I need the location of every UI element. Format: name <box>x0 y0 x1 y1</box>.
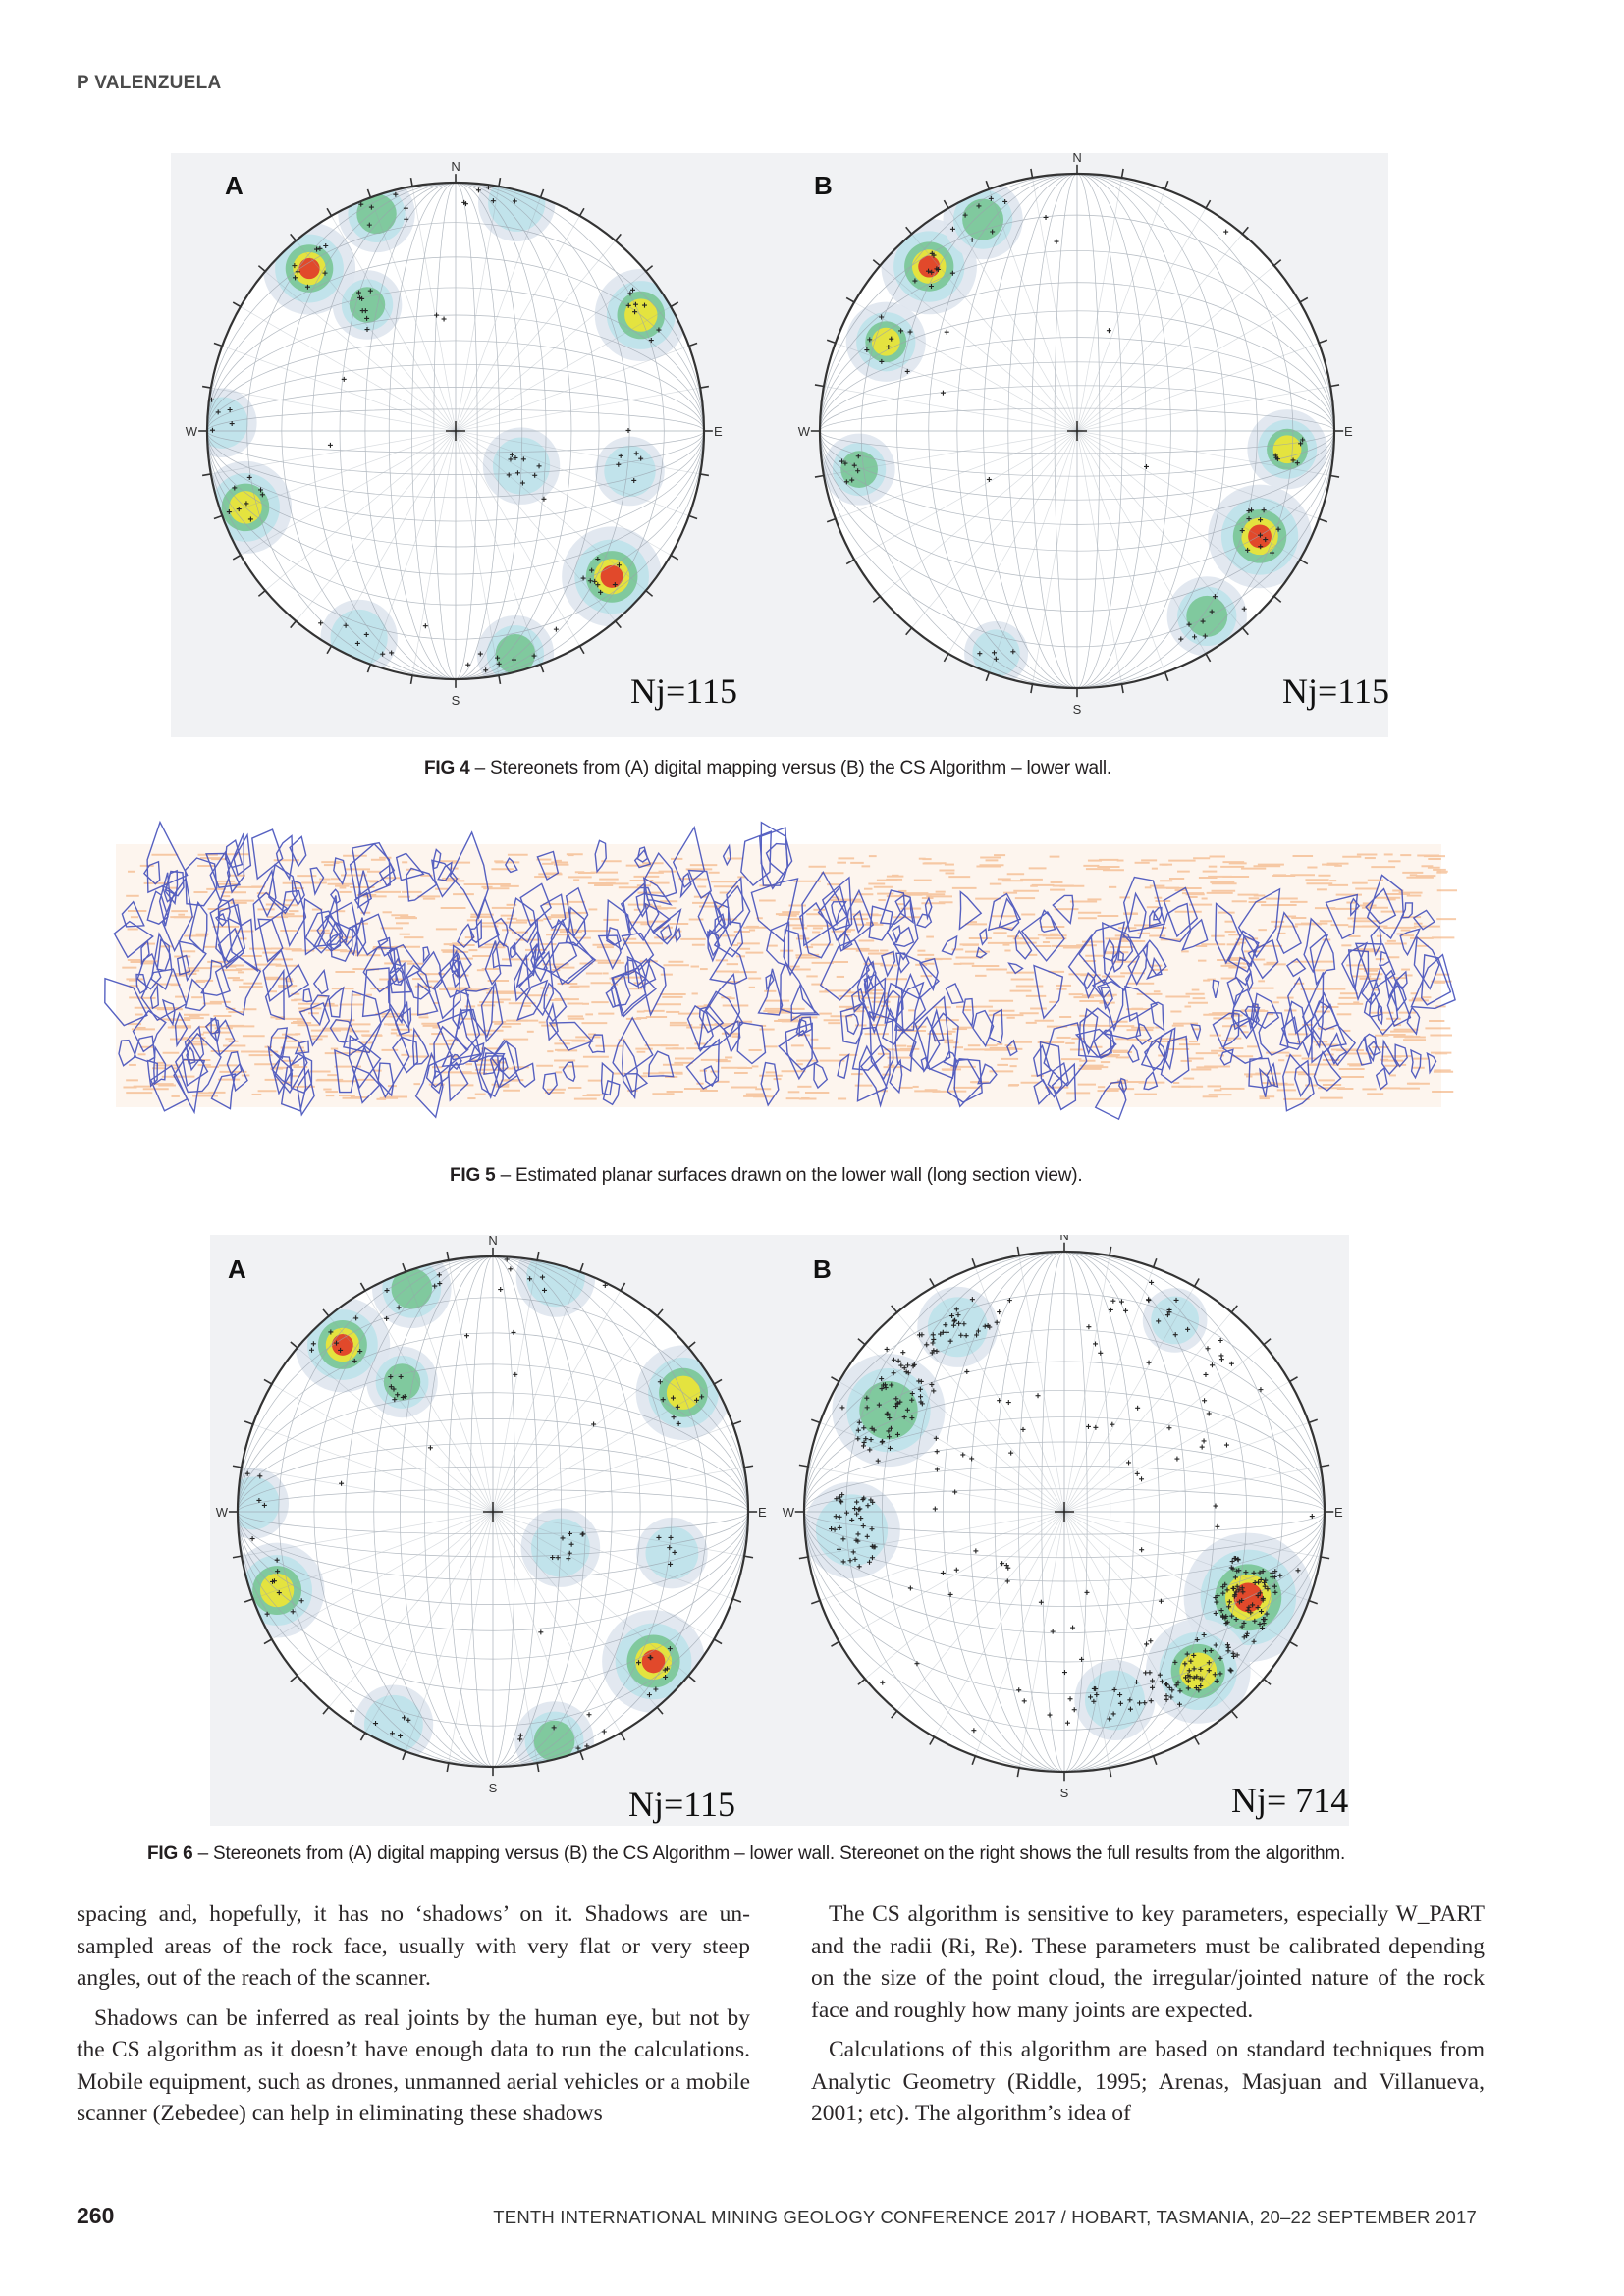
fig6-stereonet-b: N S E W <box>783 1235 1343 1800</box>
fig5-caption-label: FIG 5 <box>450 1165 496 1186</box>
body-left-column: spacing and, hopefully, it has no ‘shado… <box>77 1898 750 2138</box>
direction-s: S <box>452 693 460 708</box>
direction-e: E <box>758 1505 767 1520</box>
direction-n: N <box>1059 1235 1068 1243</box>
fig6-panel-label-a: A <box>228 1255 246 1284</box>
fig4-figure: N S E W N S E W A B Nj=115 Nj=115 <box>171 153 1388 737</box>
direction-s: S <box>489 1781 498 1795</box>
fig4-panel-label-b: B <box>814 171 833 200</box>
direction-w: W <box>186 424 198 439</box>
fig4-caption-label: FIG 4 <box>424 758 470 778</box>
direction-e: E <box>1334 1505 1343 1520</box>
direction-n: N <box>451 159 460 174</box>
direction-e: E <box>1344 424 1353 439</box>
body-right-paragraph-2: Calculations of this algorithm are based… <box>811 2037 1485 2126</box>
fig6-caption-text: – Stereonets from (A) digital mapping ve… <box>192 1843 1346 1864</box>
fig4-stereonet-b: N S E W <box>798 153 1353 717</box>
direction-w: W <box>783 1505 795 1520</box>
fig5-caption-text: – Estimated planar surfaces drawn on the… <box>495 1165 1083 1186</box>
direction-s: S <box>1060 1786 1069 1800</box>
direction-s: S <box>1073 702 1082 717</box>
page-number: 260 <box>77 2203 115 2228</box>
fig4-count-a: Nj=115 <box>630 671 737 711</box>
fig6-caption-label: FIG 6 <box>147 1843 193 1864</box>
fig4-graphic: N S E W N S E W A B Nj=115 Nj=115 <box>171 153 1388 737</box>
fig6-count-a: Nj=115 <box>628 1785 735 1824</box>
direction-w: W <box>798 424 811 439</box>
fig5-long-section <box>102 815 1457 1145</box>
fig6-caption: FIG 6 – Stereonets from (A) digital mapp… <box>147 1843 1345 1865</box>
fig6-graphic: N S E W N S E W A B Nj=115 Nj= 714 <box>210 1235 1349 1826</box>
body-right-column: The CS algorithm is sensitive to key par… <box>811 1898 1485 2138</box>
fig6-panel-label-b: B <box>813 1255 832 1284</box>
fig4-count-b: Nj=115 <box>1282 671 1388 711</box>
direction-e: E <box>714 424 723 439</box>
conference-footer: TENTH INTERNATIONAL MINING GEOLOGY CONFE… <box>493 2207 1477 2227</box>
fig4-caption: FIG 4 – Stereonets from (A) digital mapp… <box>424 758 1111 779</box>
body-left-paragraph-2: Shadows can be inferred as real joints b… <box>77 2004 750 2127</box>
fig4-panel-label-a: A <box>225 171 244 200</box>
direction-n: N <box>1072 153 1081 165</box>
direction-w: W <box>216 1505 229 1520</box>
running-head: P VALENZUELA <box>77 73 222 93</box>
body-right-paragraph-1: The CS algorithm is sensitive to key par… <box>811 1901 1485 2023</box>
fig6-figure: N S E W N S E W A B Nj=115 Nj= 714 <box>210 1235 1349 1826</box>
fig6-count-b: Nj= 714 <box>1231 1781 1348 1820</box>
direction-n: N <box>488 1235 497 1248</box>
fig5-caption: FIG 5 – Estimated planar surfaces drawn … <box>450 1165 1083 1187</box>
fig4-caption-text: – Stereonets from (A) digital mapping ve… <box>469 758 1112 778</box>
fig5-figure <box>102 815 1457 1145</box>
body-left-paragraph-1: spacing and, hopefully, it has no ‘shado… <box>77 1901 750 1991</box>
